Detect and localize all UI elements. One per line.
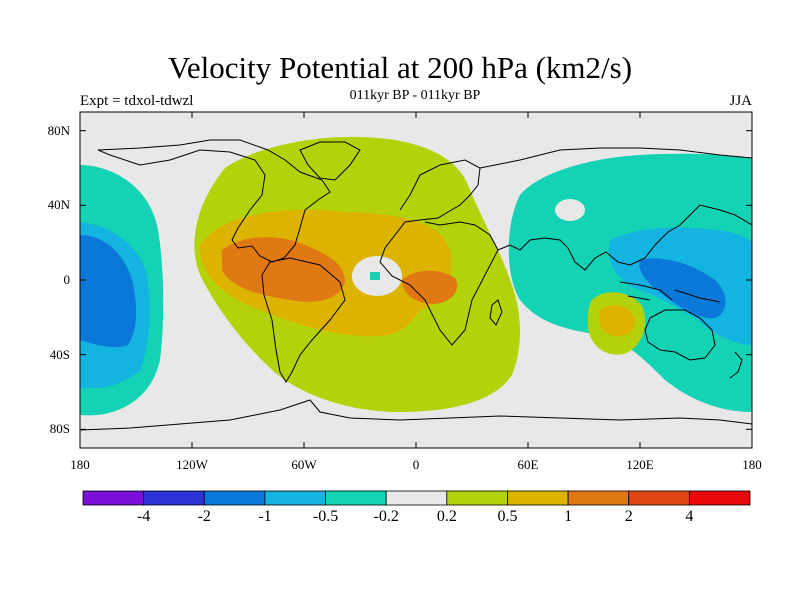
season-label: JJA [729,93,752,109]
lat-tick-label: 40N [47,197,70,213]
coastlines [80,139,752,431]
lat-tick-label: 80N [47,122,70,138]
lat-tick-label: 0 [63,272,71,287]
asia-coast [479,147,752,271]
lon-tick-label: 120W [176,457,208,472]
colorbar [82,490,751,506]
colorbar-label: -4 [136,508,151,525]
colorbar-swatch [203,490,266,506]
europe-africa-coast [379,159,499,346]
map-subtitle: 011kyr BP - 011kyr BP [349,88,481,103]
colorbar-label: 4 [685,508,694,525]
atlantic-small-negative [370,272,380,280]
lon-tick-label: 60E [517,457,539,472]
colorbar-label: 0.2 [436,508,457,525]
colorbar-label: 2 [624,508,633,525]
new-zealand-coast [729,351,743,379]
pacific-negative-core [80,235,137,348]
atlantic-positive-core [222,237,345,302]
madagascar-coast [489,299,503,326]
colorbar-label: -2 [197,508,211,525]
experiment-label: Expt = tdxol-tdwzl [80,93,194,109]
colorbar-label: -0.2 [373,508,399,525]
colorbar-swatch [446,490,508,506]
colorbar-swatch [567,490,630,506]
colorbar-swatch [82,490,145,506]
colorbar-swatch [628,490,690,506]
south-america-coast [261,257,346,383]
map-title: Velocity Potential at 200 hPa (km2/s) [167,50,633,85]
lon-tick-label: 180 [742,457,762,472]
colorbar-swatch [385,490,448,506]
asia-negative-core [639,258,726,319]
lon-tick-label: 60W [291,457,317,472]
colorbar-swatch [264,490,326,506]
colorbar-swatch [507,490,569,506]
axis-ticks [79,112,753,448]
antarctica-coast [80,399,752,431]
greenland-coast [299,141,361,181]
colorbar-swatch [143,490,205,506]
colorbar-label: -1 [258,508,272,525]
colorbar-label: 1 [564,508,573,525]
lat-tick-label: 80S [49,421,70,437]
asia-neutral-spot [555,199,585,221]
australia-coast [644,309,716,361]
colorbar-label: 0.5 [497,508,518,525]
africa-positive-core [402,270,458,304]
lon-tick-label: 0 [412,457,420,472]
colorbar-swatch [325,490,387,506]
indian-ocean-positive-core [598,305,635,337]
colorbar-label: -0.5 [312,508,339,525]
lat-tick-label: 40S [49,346,70,362]
southeast-asia-islands [619,281,721,303]
lon-tick-label: 180 [70,457,90,472]
colorbar-swatch [688,490,751,506]
lon-tick-label: 120E [626,457,654,472]
